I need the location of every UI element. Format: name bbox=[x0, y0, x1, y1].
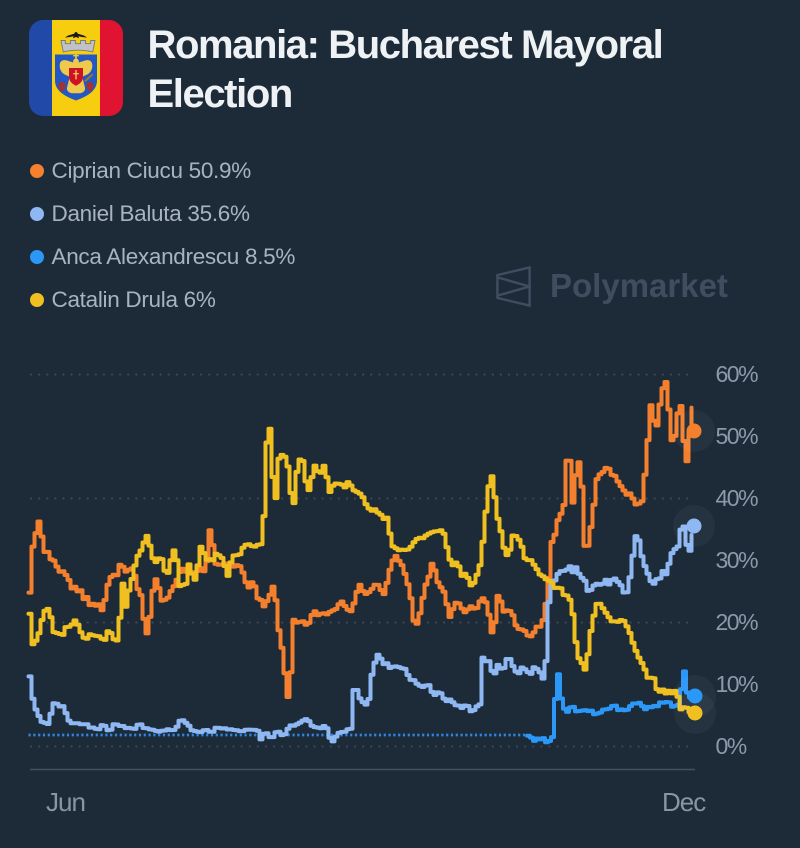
svg-text:50%: 50% bbox=[716, 423, 759, 449]
svg-text:0%: 0% bbox=[716, 733, 747, 759]
svg-text:20%: 20% bbox=[716, 609, 759, 635]
svg-text:40%: 40% bbox=[716, 485, 759, 511]
svg-text:60%: 60% bbox=[716, 361, 759, 387]
svg-text:Dec: Dec bbox=[662, 787, 706, 817]
svg-text:30%: 30% bbox=[716, 547, 759, 573]
svg-text:10%: 10% bbox=[716, 671, 759, 697]
svg-text:Jun: Jun bbox=[46, 787, 85, 817]
